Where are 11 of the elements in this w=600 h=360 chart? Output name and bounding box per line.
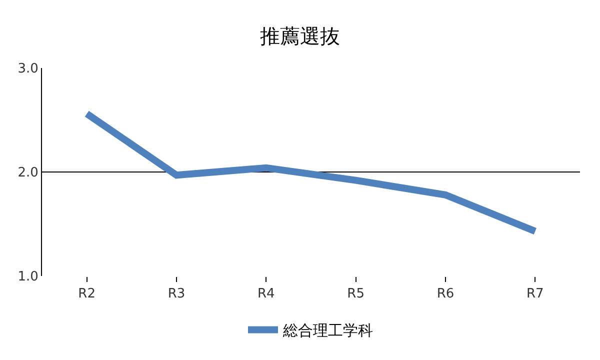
legend-label: 総合理工学科 xyxy=(282,322,373,340)
y-tick-label: 3.0 xyxy=(18,62,38,77)
x-tick-label: R4 xyxy=(258,286,275,302)
x-tick-label: R5 xyxy=(347,286,364,302)
y-tick-label: 2.0 xyxy=(18,166,38,181)
y-tick-label: 1.0 xyxy=(18,270,38,285)
chart-title: 推薦選抜 xyxy=(260,24,340,48)
x-tick-label: R3 xyxy=(168,286,186,302)
x-tick-label: R2 xyxy=(78,286,96,302)
x-tick-label: R6 xyxy=(436,286,454,302)
x-tick-label: R7 xyxy=(526,286,544,302)
